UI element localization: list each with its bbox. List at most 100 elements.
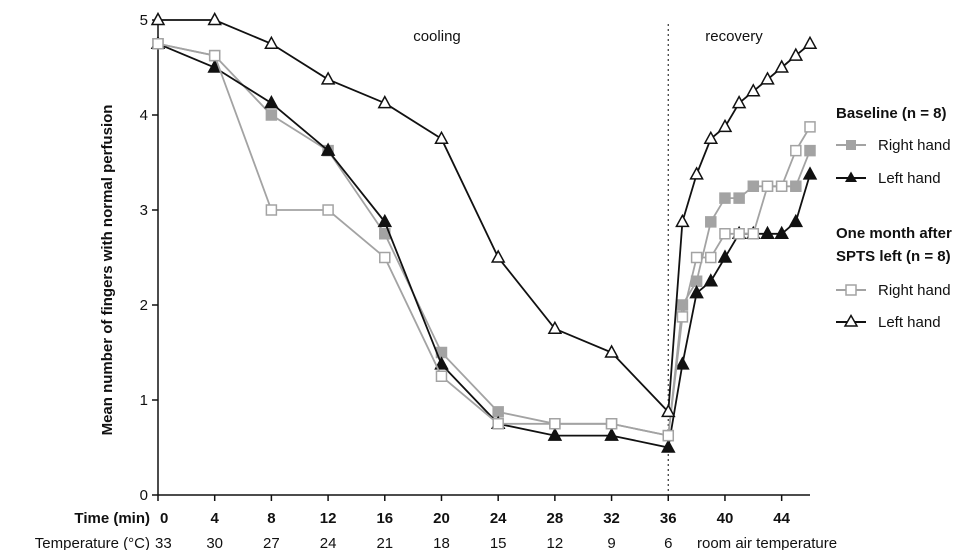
- temperature-row-label: Temperature (°C): [35, 535, 150, 550]
- data-point: [434, 130, 449, 145]
- data-point: [264, 35, 279, 50]
- legend-baseline-right-label: Right hand: [878, 137, 951, 154]
- data-point: [549, 418, 561, 430]
- temperature-tick-label: 27: [263, 535, 280, 550]
- temperature-tick-label: 15: [490, 535, 507, 550]
- data-point: [788, 47, 804, 61]
- temperature-tick-label: 30: [206, 535, 223, 550]
- phase-label-cooling: cooling: [413, 28, 461, 45]
- x-tick-label: 32: [603, 510, 620, 527]
- data-point: [719, 192, 731, 204]
- data-point: [774, 59, 789, 73]
- data-point: [746, 83, 761, 97]
- data-point: [705, 216, 717, 228]
- legend-baseline-right-marker: [836, 140, 866, 150]
- legend-group2-title-line1: One month after: [836, 225, 952, 242]
- data-point: [377, 95, 393, 109]
- data-point: [731, 95, 747, 109]
- data-point: [435, 370, 448, 382]
- data-point: [676, 299, 689, 311]
- temperature-recovery-label: room air temperature: [697, 535, 837, 550]
- data-point: [492, 418, 504, 430]
- series-line: [157, 42, 811, 437]
- data-point: [207, 11, 222, 26]
- y-tick-label: 3: [140, 202, 148, 219]
- data-point: [379, 251, 391, 264]
- temperature-tick-label: 6: [664, 535, 672, 550]
- x-tick-label: 16: [376, 510, 393, 527]
- x-tick-label: 0: [160, 510, 168, 527]
- data-point: [690, 251, 703, 264]
- data-point: [320, 71, 336, 85]
- data-point: [676, 311, 689, 323]
- data-point: [265, 109, 278, 121]
- x-tick-label: 36: [660, 510, 677, 527]
- series-layer: [150, 11, 818, 453]
- data-point: [717, 249, 733, 263]
- data-point: [717, 118, 733, 133]
- series-1: [150, 35, 818, 453]
- temperature-tick-label: 21: [376, 535, 393, 550]
- legend-baseline-left-marker: [836, 171, 866, 182]
- series-line: [158, 19, 811, 414]
- y-tick-label: 4: [140, 107, 148, 124]
- x-tick-label: 24: [490, 510, 507, 527]
- y-tick-label: 1: [140, 392, 148, 409]
- data-point: [490, 249, 506, 263]
- series-line: [157, 42, 811, 449]
- data-point: [719, 228, 731, 240]
- x-tick-label: 12: [320, 510, 337, 527]
- temperature-tick-label: 33: [155, 535, 172, 550]
- data-point: [320, 142, 336, 156]
- data-point: [152, 38, 164, 50]
- legend: Baseline (n = 8) Right hand Left hand On…: [836, 105, 952, 331]
- legend-baseline-left-label: Left hand: [878, 170, 941, 187]
- data-point: [804, 144, 816, 157]
- temperature-tick-label: 18: [433, 535, 450, 550]
- series-line: [157, 42, 811, 437]
- y-tick-label: 0: [140, 487, 148, 504]
- data-point: [747, 228, 760, 240]
- legend-after-right-marker: [836, 284, 866, 296]
- data-point: [788, 213, 804, 228]
- data-point: [802, 166, 818, 180]
- data-point: [265, 204, 278, 216]
- data-point: [761, 180, 774, 192]
- series-2: [152, 38, 816, 442]
- data-point: [547, 320, 563, 335]
- y-axis-label: Mean number of fingers with normal perfu…: [99, 105, 116, 436]
- data-point: [661, 403, 676, 418]
- data-point: [747, 180, 760, 192]
- data-point: [705, 251, 717, 264]
- data-point: [689, 166, 704, 180]
- data-point: [675, 356, 690, 370]
- data-point: [547, 427, 563, 441]
- data-point: [604, 344, 619, 358]
- data-point: [208, 49, 221, 62]
- data-point: [790, 144, 802, 157]
- data-point: [804, 121, 816, 133]
- data-point: [492, 406, 504, 418]
- data-point: [733, 228, 745, 240]
- x-axis-label: Time (min): [74, 510, 150, 527]
- data-point: [802, 35, 818, 50]
- phase-label-recovery: recovery: [705, 28, 763, 45]
- data-point: [264, 95, 279, 109]
- data-point: [703, 273, 719, 287]
- data-point: [662, 429, 675, 442]
- data-point: [689, 285, 704, 299]
- data-point: [690, 275, 703, 287]
- x-tick-label: 28: [547, 510, 564, 527]
- data-point: [703, 130, 719, 145]
- legend-after-right-label: Right hand: [878, 282, 951, 299]
- temperature-tick-label: 9: [607, 535, 615, 550]
- x-tick-label: 44: [773, 510, 790, 527]
- data-point: [790, 180, 802, 192]
- data-point: [377, 213, 393, 228]
- data-point: [661, 439, 676, 453]
- x-tick-label: 20: [433, 510, 450, 527]
- legend-group2-title-line2: SPTS left (n = 8): [836, 248, 951, 265]
- data-point: [207, 59, 222, 73]
